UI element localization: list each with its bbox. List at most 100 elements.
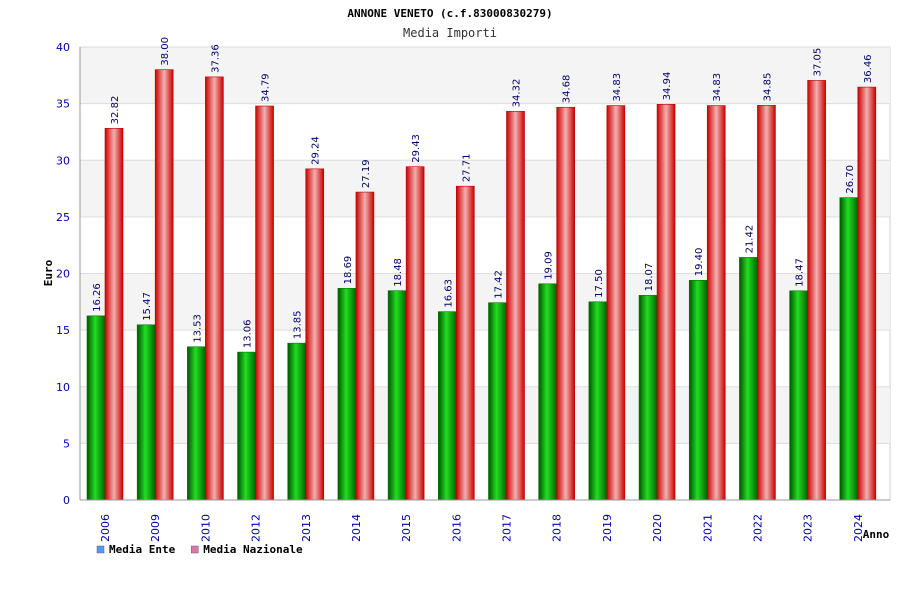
value-label: 29.24 — [311, 136, 322, 165]
bar-media-nazionale — [706, 105, 726, 501]
x-tick-label: 2021 — [701, 514, 714, 542]
x-axis-title: Anno — [863, 528, 890, 541]
bar-media-ente — [387, 290, 407, 501]
bar-media-ente — [739, 257, 758, 501]
value-label: 13.06 — [243, 319, 254, 348]
x-tick-label: 2023 — [802, 514, 815, 542]
bar-media-nazionale — [757, 105, 776, 501]
x-tick-label: 2024 — [852, 514, 865, 542]
bar-media-nazionale — [506, 111, 525, 501]
bar-media-nazionale — [205, 76, 224, 501]
bar-media-ente — [337, 288, 357, 501]
bar-media-ente — [789, 290, 808, 501]
value-label: 17.42 — [494, 270, 505, 299]
legend-swatch-media-ente — [96, 545, 105, 554]
value-label: 34.79 — [261, 73, 272, 102]
x-tick-label: 2006 — [99, 514, 112, 542]
bar-media-ente — [688, 279, 708, 501]
x-tick-label: 2016 — [450, 514, 463, 542]
value-label: 37.05 — [813, 48, 824, 77]
x-tick-label: 2012 — [250, 514, 263, 542]
value-label: 13.53 — [192, 314, 203, 343]
legend-label-media-nazionale: Media Nazionale — [203, 543, 303, 556]
bar-media-ente — [287, 342, 307, 501]
y-tick-label: 20 — [56, 268, 70, 281]
value-label: 34.85 — [762, 73, 773, 102]
bar-media-nazionale — [305, 168, 325, 501]
bar-media-ente — [86, 315, 106, 501]
y-tick-label: 5 — [63, 437, 70, 450]
y-tick-label: 15 — [56, 324, 70, 337]
x-tick-label: 2013 — [300, 514, 313, 542]
bar-media-nazionale — [355, 191, 375, 501]
value-label: 19.40 — [694, 248, 705, 277]
bar-media-nazionale — [154, 69, 174, 501]
bar-media-nazionale — [405, 166, 425, 501]
value-label: 38.00 — [160, 37, 171, 66]
value-label: 34.83 — [712, 73, 723, 102]
bar-media-nazionale — [606, 105, 626, 501]
legend: Media Ente Media Nazionale — [96, 543, 303, 556]
value-label: 18.69 — [343, 256, 354, 285]
y-tick-label: 10 — [56, 381, 70, 394]
y-axis-title: Euro — [42, 259, 55, 286]
value-label: 27.19 — [361, 159, 372, 188]
value-label: 15.47 — [142, 292, 153, 321]
bar-media-ente — [438, 311, 457, 501]
y-tick-label: 30 — [56, 154, 70, 167]
value-label: 21.42 — [744, 225, 755, 254]
legend-label-media-ente: Media Ente — [109, 543, 176, 556]
bar-media-nazionale — [456, 185, 475, 501]
value-label: 16.63 — [443, 279, 454, 308]
bar-media-ente — [187, 346, 206, 501]
legend-swatch-media-nazionale — [190, 545, 199, 554]
value-label: 34.32 — [512, 79, 523, 108]
bar-media-nazionale — [656, 104, 676, 501]
value-label: 27.71 — [461, 154, 472, 183]
bar-media-ente — [538, 283, 557, 501]
value-label: 36.46 — [863, 54, 874, 83]
value-label: 18.47 — [795, 258, 806, 287]
chart-subtitle: Media Importi — [403, 26, 497, 40]
x-tick-label: 2022 — [751, 514, 764, 542]
bar-media-nazionale — [255, 105, 274, 501]
bar-media-ente — [237, 351, 256, 501]
value-label: 34.68 — [562, 75, 573, 104]
bar-media-ente — [588, 301, 608, 501]
x-tick-label: 2015 — [400, 514, 413, 542]
value-label: 17.50 — [594, 269, 605, 298]
bar-media-nazionale — [104, 128, 124, 501]
y-tick-label: 35 — [56, 98, 70, 111]
x-tick-label: 2018 — [551, 514, 564, 542]
value-label: 19.09 — [544, 251, 555, 280]
value-label: 29.43 — [411, 134, 422, 163]
x-tick-label: 2017 — [501, 514, 514, 542]
value-label: 32.82 — [110, 96, 121, 125]
value-label: 37.36 — [210, 44, 221, 73]
value-label: 16.26 — [92, 283, 103, 312]
bar-media-ente — [839, 197, 859, 501]
value-label: 13.85 — [293, 311, 304, 340]
x-tick-label: 2020 — [651, 514, 664, 542]
bar-media-ente — [488, 302, 507, 501]
x-tick-label: 2010 — [199, 514, 212, 542]
y-tick-label: 40 — [56, 41, 70, 54]
value-label: 26.70 — [845, 165, 856, 194]
chart-title: ANNONE VENETO (c.f.83000830279) — [347, 7, 552, 20]
bar-media-ente — [136, 324, 156, 501]
bar-media-nazionale — [556, 106, 575, 501]
y-tick-label: 25 — [56, 211, 70, 224]
y-tick-label: 0 — [63, 494, 70, 507]
value-label: 34.83 — [612, 73, 623, 102]
x-tick-label: 2019 — [601, 514, 614, 542]
x-tick-label: 2014 — [350, 514, 363, 542]
value-label: 34.94 — [662, 72, 673, 101]
bar-media-ente — [638, 295, 658, 501]
value-label: 18.48 — [393, 258, 404, 287]
value-label: 18.07 — [644, 263, 655, 292]
x-tick-label: 2009 — [149, 514, 162, 542]
bar-media-nazionale — [807, 80, 826, 501]
bar-media-nazionale — [857, 86, 877, 501]
